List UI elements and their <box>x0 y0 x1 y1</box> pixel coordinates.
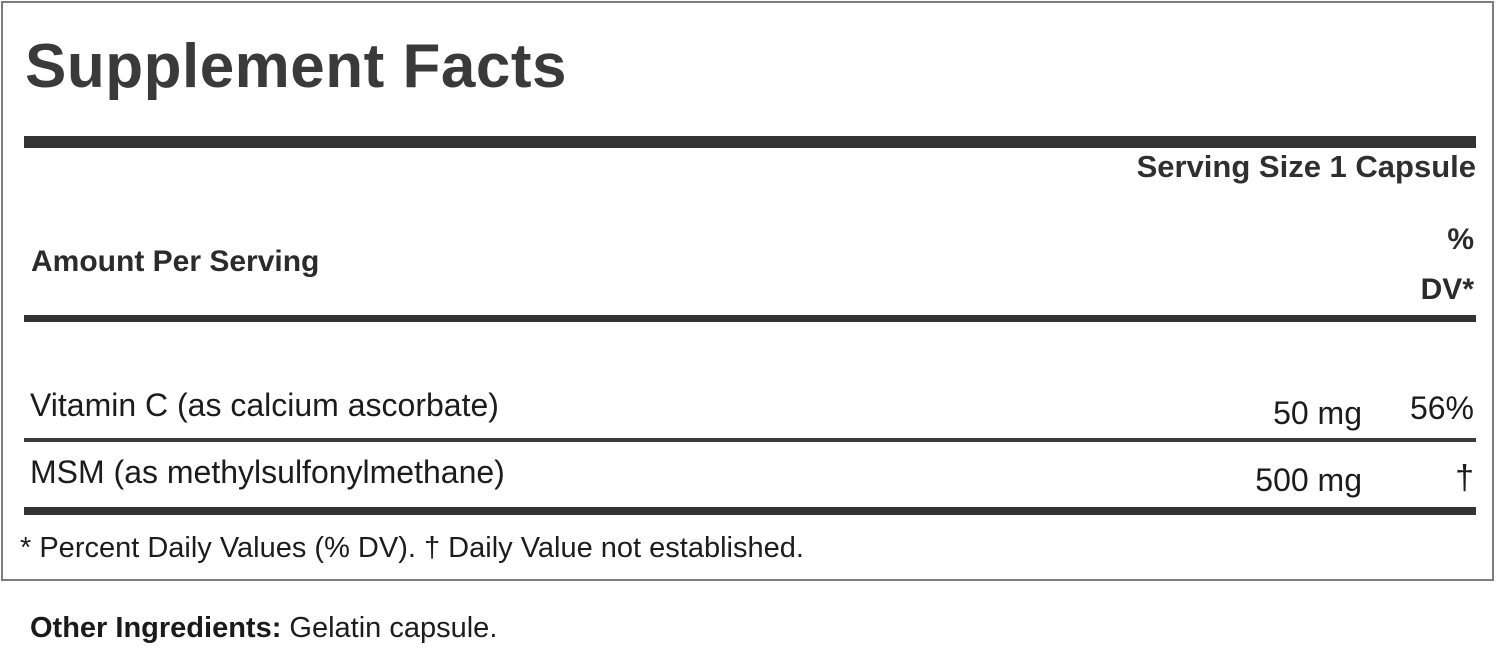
ingredient-row-dv: † <box>1455 459 1474 497</box>
divider-thick-top <box>24 136 1476 148</box>
ingredient-row-dv: 56% <box>1409 390 1474 426</box>
other-ingredients-label: Other Ingredients: <box>30 612 282 644</box>
ingredient-row-amount: 500 mg <box>1255 462 1362 498</box>
other-ingredients-line: Other Ingredients: Gelatin capsule. <box>30 612 497 645</box>
ingredient-row-name: MSM (as methylsulfonylmethane) <box>30 454 505 490</box>
panel-title: Supplement Facts <box>25 32 567 101</box>
percent-dv-header-line2: DV* <box>1420 273 1474 306</box>
ingredient-row-name: Vitamin C (as calcium ascorbate) <box>30 387 499 423</box>
divider-footnote <box>24 507 1476 515</box>
serving-size-text: Serving Size 1 Capsule <box>1136 149 1476 184</box>
other-ingredients-value: Gelatin capsule. <box>281 612 498 644</box>
row-divider <box>24 438 1476 442</box>
percent-dv-header: % DV* <box>1421 215 1474 315</box>
amount-per-serving-header: Amount Per Serving <box>31 245 320 278</box>
ingredient-row-amount: 50 mg <box>1273 395 1362 431</box>
supplement-facts-panel: Supplement Facts Serving Size 1 Capsule … <box>1 1 1494 581</box>
daily-value-footnote: * Percent Daily Values (% DV). † Daily V… <box>20 532 804 564</box>
divider-header <box>24 315 1476 322</box>
percent-dv-header-line1: % <box>1447 223 1474 256</box>
